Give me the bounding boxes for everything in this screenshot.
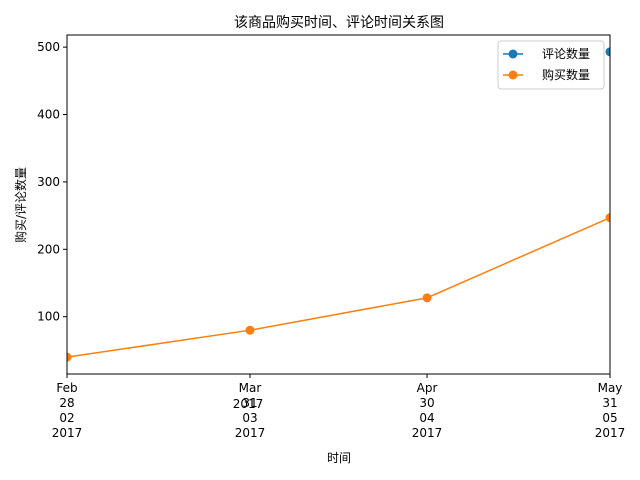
data-point-series-0: [605, 47, 610, 57]
y-tick-label: 100: [37, 310, 60, 324]
x-offset-label: 2017: [233, 397, 264, 411]
legend-box: [497, 40, 605, 90]
plot-frame: [66, 34, 611, 375]
x-tick-label: 03: [242, 411, 257, 425]
x-tick-label: 2017: [412, 426, 443, 440]
y-tick-label: 500: [37, 40, 60, 54]
data-point-series-1: [67, 352, 72, 362]
x-tick-label: 2017: [595, 426, 626, 440]
series-layer: [67, 47, 610, 362]
data-point-series-1: [605, 213, 610, 223]
legend-marker-0: [508, 49, 518, 59]
x-tick-label: 31: [602, 396, 617, 410]
x-tick-label: Apr: [417, 381, 438, 395]
chart-title: 该商品购买时间、评论时间关系图: [234, 15, 444, 31]
x-tick-label: Mar: [239, 381, 262, 395]
x-tick-label: 30: [419, 396, 434, 410]
x-tick-label: 2017: [235, 426, 266, 440]
x-tick-label: 2017: [52, 426, 83, 440]
legend-label: 购买数量: [542, 67, 590, 82]
x-tick-label: 04: [419, 411, 434, 425]
x-axis-label: 时间: [327, 451, 351, 465]
y-tick-label: 200: [37, 242, 60, 256]
y-tick-label: 400: [37, 108, 60, 122]
x-tick-label: 02: [59, 411, 74, 425]
y-tick-label: 300: [37, 175, 60, 189]
data-point-series-1: [245, 325, 255, 335]
x-tick-label: 28: [59, 396, 74, 410]
series-line-1: [67, 216, 610, 358]
x-tick-label: Feb: [56, 381, 77, 395]
x-tick-label: 05: [602, 411, 617, 425]
data-point-series-1: [422, 293, 432, 303]
y-axis-label: 购买/评论数量: [13, 167, 28, 243]
legend-marker-1: [508, 70, 518, 80]
x-tick-label: May: [598, 381, 623, 395]
legend-label: 评论数量: [542, 46, 590, 61]
x-tick-label: 31: [242, 396, 257, 410]
